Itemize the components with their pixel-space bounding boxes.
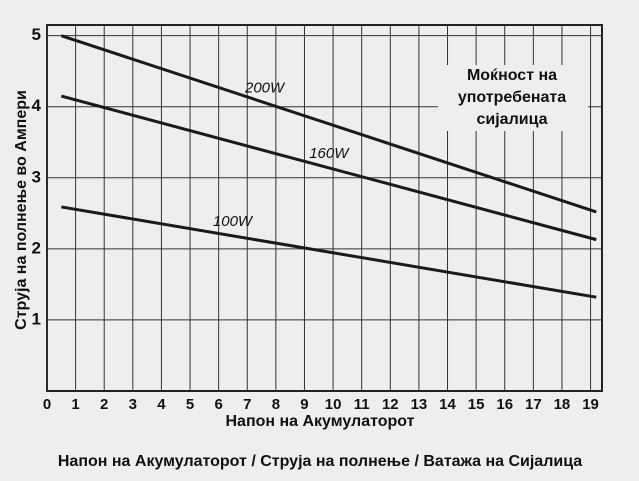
series-line bbox=[61, 205, 597, 299]
x-tick-label: 17 bbox=[525, 396, 542, 413]
x-tick-label: 19 bbox=[582, 396, 599, 413]
x-tick-label: 12 bbox=[382, 396, 399, 413]
annotation-bg bbox=[438, 87, 588, 109]
annotation-bg bbox=[438, 65, 588, 87]
series-line bbox=[60, 34, 597, 214]
series-label: 100W bbox=[213, 213, 254, 230]
x-tick-label: 1 bbox=[71, 396, 79, 413]
y-tick-label: 3 bbox=[32, 167, 41, 186]
series-label: 160W bbox=[309, 145, 350, 162]
x-tick-label: 2 bbox=[100, 396, 108, 413]
chart-title: Напон на Акумулаторот / Струја на полнењ… bbox=[58, 453, 582, 470]
x-axis-label: Напон на Акумулаторот bbox=[225, 413, 414, 430]
x-tick-label: 4 bbox=[157, 396, 166, 413]
x-tick-label: 6 bbox=[214, 396, 222, 413]
series-line bbox=[60, 94, 597, 242]
y-tick-label: 1 bbox=[32, 309, 41, 328]
y-tick-label: 2 bbox=[32, 238, 41, 257]
y-tick-label: 5 bbox=[32, 25, 41, 44]
x-tick-label: 15 bbox=[468, 396, 485, 413]
x-tick-label: 9 bbox=[300, 396, 308, 413]
x-tick-label: 10 bbox=[325, 396, 342, 413]
x-tick-label: 7 bbox=[243, 396, 251, 413]
x-tick-label: 0 bbox=[43, 396, 51, 413]
x-tick-label: 5 bbox=[186, 396, 194, 413]
annotation: сијалица bbox=[476, 111, 547, 128]
x-tick-label: 13 bbox=[411, 396, 428, 413]
x-tick-label: 8 bbox=[272, 396, 280, 413]
x-tick-label: 3 bbox=[129, 396, 137, 413]
annotation-bg bbox=[438, 109, 588, 131]
x-tick-label: 11 bbox=[354, 396, 370, 413]
x-tick-label: 18 bbox=[554, 396, 571, 413]
x-tick-label: 16 bbox=[496, 396, 513, 413]
series-label: 200W bbox=[244, 80, 286, 97]
annotation: употребената bbox=[458, 89, 566, 106]
y-tick-label: 4 bbox=[32, 96, 42, 115]
annotation: Моќност на bbox=[467, 67, 557, 84]
y-axis-label: Струја на полнење во Ампери bbox=[13, 90, 30, 330]
x-tick-label: 14 bbox=[439, 396, 456, 413]
